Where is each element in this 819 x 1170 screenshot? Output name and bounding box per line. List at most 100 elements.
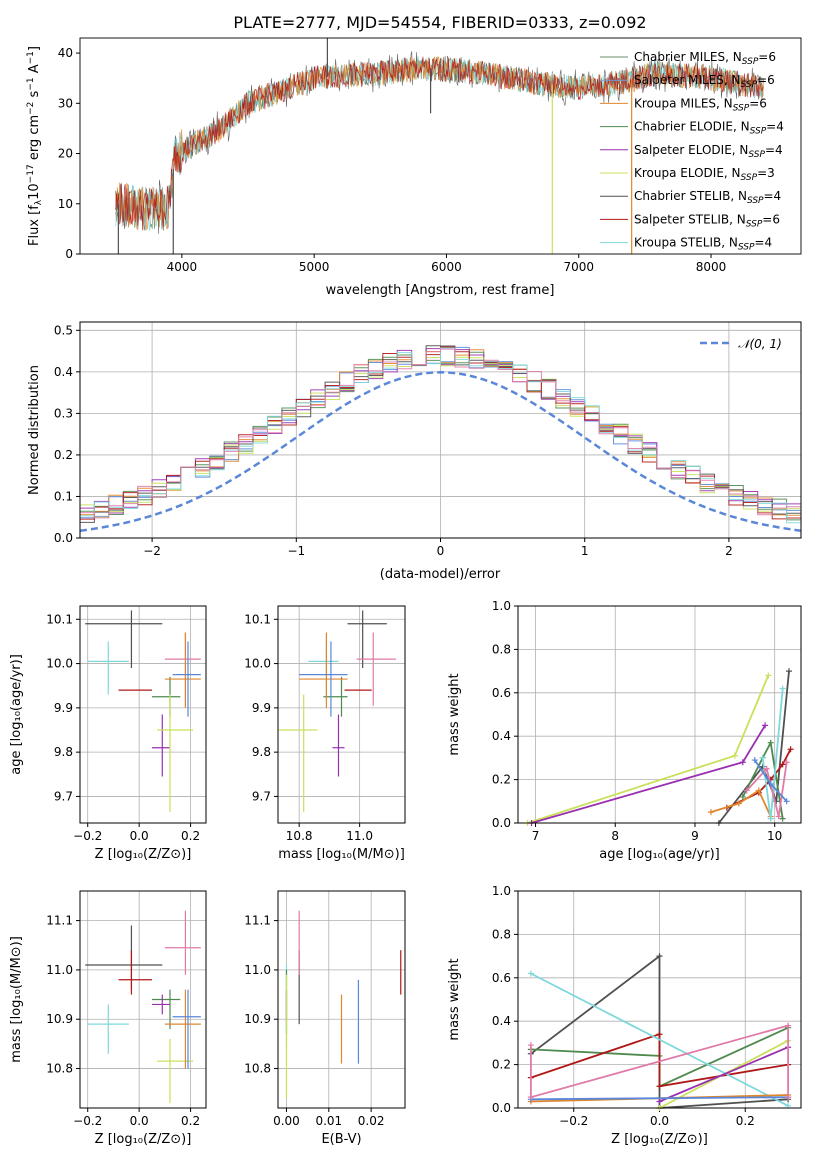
age-vs-Z-panel: −0.2 0.0 0.2 9.7 9.8 9.9 10.0 10.1 Z [log₁₀(Z/Z⊙… <box>9 605 207 862</box>
weight-marker <box>785 1094 792 1101</box>
x-tick-label: 0.00 <box>273 1114 300 1128</box>
weight-marker <box>739 793 746 800</box>
weight-vs-age-panel-xlabel: age [log₁₀(age/yr)] <box>599 847 720 862</box>
x-tick-label: 5000 <box>299 260 330 274</box>
mass-vs-ebv-panel-xlabel: E(B-V) <box>321 1132 361 1147</box>
parameter-panels: −0.2 0.0 0.2 9.7 9.8 9.9 10.0 10.1 Z [log₁₀(Z/Z⊙… <box>9 599 802 1147</box>
spectrum-lines <box>115 38 764 254</box>
x-tick-label: 0.2 <box>181 829 200 843</box>
y-tick-label: 0.4 <box>54 365 73 379</box>
legend-label-salpeter-miles: Salpeter MILES, NSSP=6 <box>634 73 775 90</box>
y-tick-label: 0.8 <box>492 927 511 941</box>
mass-vs-Z-panel-ylabel: mass [log₁₀(M/M⊙)] <box>9 936 24 1063</box>
weight-marker <box>656 1098 663 1105</box>
weight-marker <box>527 970 534 977</box>
grid-lines <box>80 891 206 1108</box>
panel-frame-top <box>277 890 406 1109</box>
y-tick-label: 9.8 <box>54 745 73 759</box>
x-tick-label: 0.2 <box>181 1114 200 1128</box>
residual-frame <box>79 321 802 539</box>
x-tick-label: 0.01 <box>315 1114 342 1128</box>
weight-marker <box>775 813 782 820</box>
weight-marker <box>779 815 786 822</box>
residual-xlabel: (data-model)/error <box>380 567 501 582</box>
y-tick-label: 11.0 <box>244 963 271 977</box>
y-tick-label: 0.5 <box>54 323 73 337</box>
grid-lines <box>80 606 206 823</box>
y-tick-label: 0.1 <box>54 489 73 503</box>
panel-frame-top <box>79 605 207 824</box>
y-tick-label: 0.0 <box>492 1101 511 1115</box>
y-tick-label: 10.8 <box>46 1062 73 1076</box>
y-tick-label: 9.8 <box>252 745 271 759</box>
y-tick-label: 0.2 <box>492 1058 511 1072</box>
weight-line <box>659 1046 789 1103</box>
normal-curve <box>79 371 802 532</box>
y-tick-label: 0.0 <box>54 531 73 545</box>
weight-marker <box>767 739 774 746</box>
y-tick-label: 10.1 <box>46 612 73 626</box>
residual-histogram <box>80 348 801 519</box>
spectrum-ylabel: Flux [fλ10−17 erg cm−2 s−1 A−1] <box>26 46 44 246</box>
weight-marker <box>786 668 793 675</box>
age-vs-mass-panel-xlabel: mass [log₁₀(M/M⊙)] <box>278 847 405 862</box>
residual-histogram <box>80 345 801 523</box>
residual-ylabel: Normed distribution <box>27 365 42 495</box>
panel-frame-top <box>517 890 802 1109</box>
weight-marker <box>767 780 774 787</box>
weight-marker <box>739 759 746 766</box>
legend-label-chabrier-elodie: Chabrier ELODIE, NSSP=4 <box>634 120 784 137</box>
y-tick-label: 0.4 <box>492 1014 511 1028</box>
weight-vs-Z-panel-xlabel: Z [log₁₀(Z/Z⊙)] <box>611 1132 708 1147</box>
panel-frame-top <box>277 605 406 824</box>
y-tick-label: 10.0 <box>244 657 271 671</box>
weight-line <box>741 739 784 819</box>
weight-line <box>530 972 789 1107</box>
residual-legend: 𝒩(0, 1) <box>700 337 782 351</box>
weight-marker <box>767 815 774 822</box>
x-tick-label: −2 <box>143 544 161 558</box>
y-tick-label: 0.2 <box>492 773 511 787</box>
grid-lines <box>278 606 405 823</box>
weight-line <box>710 789 772 817</box>
y-tick-label: 20 <box>58 147 73 161</box>
y-tick-label: 9.9 <box>54 701 73 715</box>
y-tick-label: 9.7 <box>54 789 73 803</box>
y-tick-label: 30 <box>58 96 73 110</box>
x-tick-label: 6000 <box>431 260 462 274</box>
spectrum-series <box>115 56 764 231</box>
y-tick-label: 10.0 <box>46 657 73 671</box>
panel-frame-top <box>517 605 802 824</box>
weight-vs-Z-panel: −0.2 0.0 0.2 0.0 0.2 0.4 0.6 0.8 1.0 Z [log₁₀(Z/Z… <box>447 884 802 1147</box>
weight-line <box>530 1032 789 1088</box>
y-tick-label: 0.0 <box>492 816 511 830</box>
x-tick-label: 0 <box>437 544 445 558</box>
weight-marker <box>735 800 742 807</box>
panel-frame-top <box>79 890 207 1109</box>
weight-line <box>530 1096 789 1101</box>
x-tick-label: 9 <box>691 829 699 843</box>
legend-label-salpeter-stelib: Salpeter STELIB, NSSP=6 <box>634 212 780 229</box>
weight-marker <box>787 746 794 753</box>
x-tick-label: 7 <box>532 829 540 843</box>
spectrum-ticks: 4000 5000 6000 7000 8000 0 10 20 30 40 <box>58 46 727 274</box>
weight-marker <box>762 722 769 729</box>
x-tick-label: 7000 <box>563 260 594 274</box>
weight-marker <box>785 1022 792 1029</box>
x-tick-label: 11.0 <box>346 829 373 843</box>
y-tick-label: 0.8 <box>492 642 511 656</box>
x-tick-label: 0.0 <box>130 1114 149 1128</box>
weight-line <box>746 762 788 817</box>
y-tick-label: 1.0 <box>492 599 511 613</box>
weight-marker <box>527 1042 534 1049</box>
legend-label-salpeter-elodie: Salpeter ELODIE, NSSP=4 <box>634 143 783 160</box>
weight-marker <box>751 757 758 764</box>
legend-label-chabrier-stelib: Chabrier STELIB, NSSP=4 <box>634 189 781 206</box>
spectrum-legend: Chabrier MILES, NSSP=6 Salpeter MILES, NS… <box>600 50 784 253</box>
weight-line <box>527 675 770 824</box>
y-tick-label: 1.0 <box>492 884 511 898</box>
weight-marker <box>779 761 786 768</box>
y-tick-label: 11.1 <box>46 914 73 928</box>
weight-line <box>718 671 790 824</box>
x-tick-label: 10.8 <box>286 829 313 843</box>
